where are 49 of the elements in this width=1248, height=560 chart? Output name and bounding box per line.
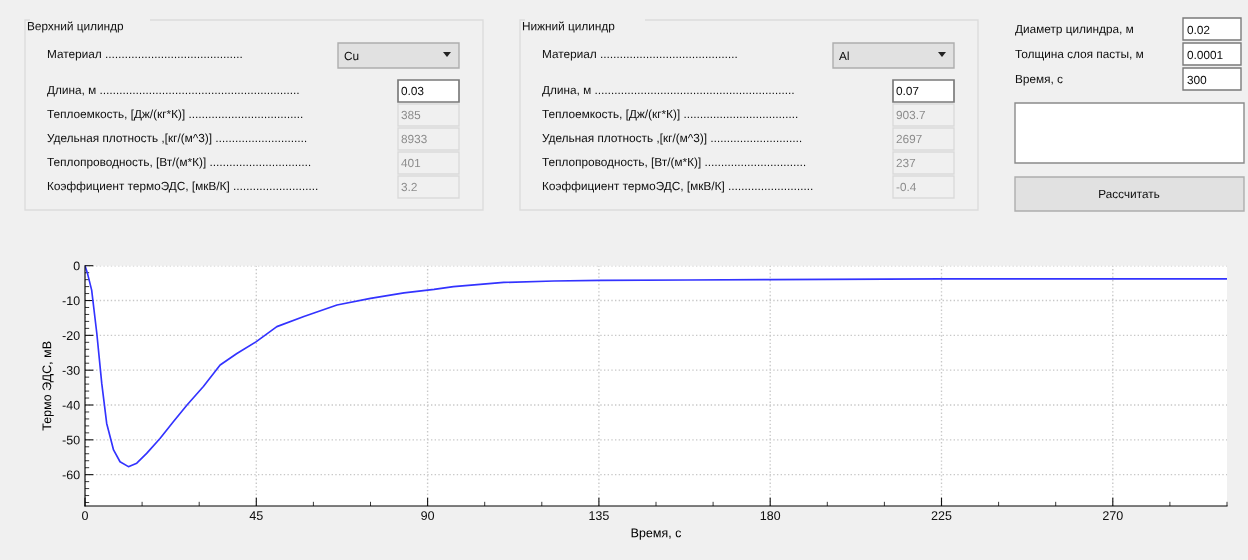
x-axis-title: Время, с	[631, 528, 682, 540]
text: Коэффициент термоЭДС, [мкВ/К] ..........................	[47, 181, 318, 193]
x-tick-label: 180	[760, 511, 781, 521]
text: Время, с	[1015, 74, 1063, 86]
x-tick-label: 0	[82, 511, 88, 521]
text: Al	[839, 51, 849, 61]
text: Теплоемкость, [Дж/(кг*К)] ...................................	[542, 109, 798, 121]
y-tick-label: -10	[62, 296, 80, 306]
x-tick-label: 270	[1103, 511, 1123, 521]
text: Верхний цилиндр	[27, 21, 124, 33]
text: 903.7	[896, 110, 925, 120]
text: Удельная плотность ,[кг/(м^3)] ............................	[542, 133, 802, 145]
x-tick-label: 225	[931, 511, 952, 521]
text: 3.2	[401, 182, 417, 192]
text: 0.07	[896, 86, 919, 96]
y-tick-label: -60	[62, 470, 80, 480]
y-tick-label: -50	[62, 435, 80, 445]
text: Диаметр цилиндра, м	[1015, 24, 1133, 36]
text: 401	[401, 158, 421, 168]
text: Теплопроводность, [Вт/(м*К)] ...............................	[542, 157, 806, 169]
x-tick-label: 45	[249, 511, 263, 521]
text: Cu	[344, 51, 359, 61]
text: Нижний цилиндр	[522, 21, 615, 33]
y-tick-label: -30	[62, 365, 80, 375]
y-tick-label: -40	[62, 400, 80, 410]
text: Материал ..........................................	[47, 49, 242, 61]
y-tick-label: -20	[62, 331, 80, 340]
text: 8933	[401, 134, 427, 144]
text: 385	[401, 110, 421, 120]
text: 0.02	[1187, 25, 1210, 35]
text: 0.03	[401, 86, 424, 96]
x-tick-label: 135	[589, 511, 609, 521]
text: Удельная плотность ,[кг/(м^3)] ............................	[47, 133, 307, 145]
text: 2697	[896, 134, 922, 144]
text: Материал ..........................................	[542, 49, 737, 61]
text: Длина, м .............................................................	[47, 85, 299, 97]
text: -0.4	[896, 182, 916, 192]
y-tick-label: 0	[73, 261, 80, 271]
text: 237	[896, 158, 916, 168]
text: Толщина слоя пасты, м	[1015, 49, 1143, 61]
text: Теплопроводность, [Вт/(м*К)] ...............................	[47, 157, 311, 169]
y-axis-title: Термо ЭДС, мВ	[42, 341, 54, 431]
x-tick-label: 90	[421, 511, 435, 521]
text: 0.0001	[1187, 50, 1223, 60]
text: Коэффициент термоЭДС, [мкВ/К] ..........................	[542, 181, 813, 193]
text: Теплоемкость, [Дж/(кг*К)] ...................................	[47, 109, 303, 121]
text: Рассчитать	[1099, 189, 1160, 199]
text: Длина, м .............................................................	[542, 85, 794, 97]
text: 300	[1187, 75, 1207, 85]
